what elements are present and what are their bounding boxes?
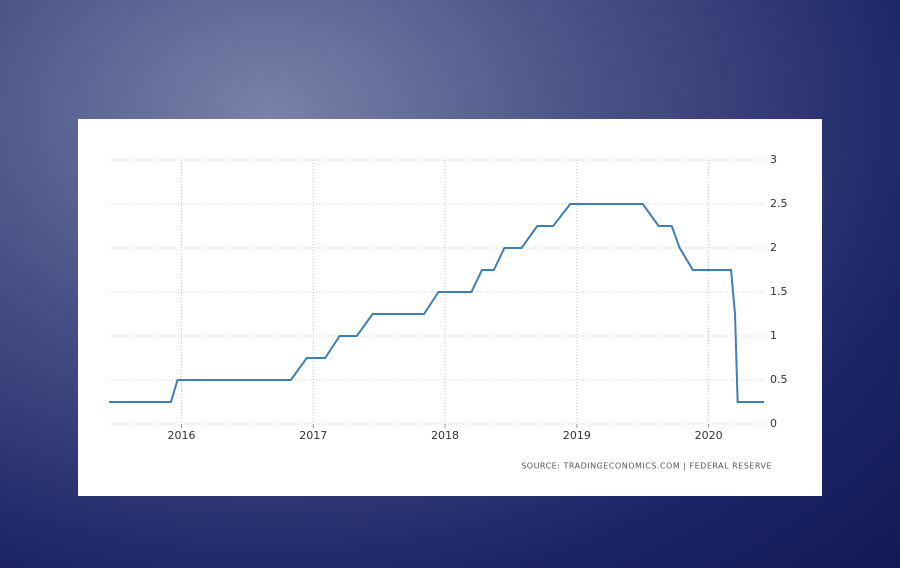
data-line bbox=[109, 203, 764, 403]
y-tick-label: 2 bbox=[770, 241, 777, 254]
x-tick-label: 2019 bbox=[563, 429, 591, 442]
x-tick-label: 2016 bbox=[167, 429, 195, 442]
y-tick-label: 3 bbox=[770, 153, 777, 166]
plot-area: 0 0.5 1 1.5 2 2.5 3 2016 2017 2018 2019 2020 bbox=[109, 153, 788, 442]
source-note: SOURCE: TRADINGECONOMICS.COM | FEDERAL R… bbox=[521, 462, 772, 471]
y-tick-label: 0 bbox=[770, 417, 777, 430]
y-tick-label: 1 bbox=[770, 329, 777, 342]
x-tick-label: 2017 bbox=[299, 429, 327, 442]
y-tick-label: 0.5 bbox=[770, 373, 788, 386]
chart-panel bbox=[78, 119, 822, 496]
y-tick-label: 1.5 bbox=[770, 285, 788, 298]
x-tick-label: 2018 bbox=[431, 429, 459, 442]
y-tick-label: 2.5 bbox=[770, 197, 788, 210]
x-tick-label: 2020 bbox=[695, 429, 723, 442]
